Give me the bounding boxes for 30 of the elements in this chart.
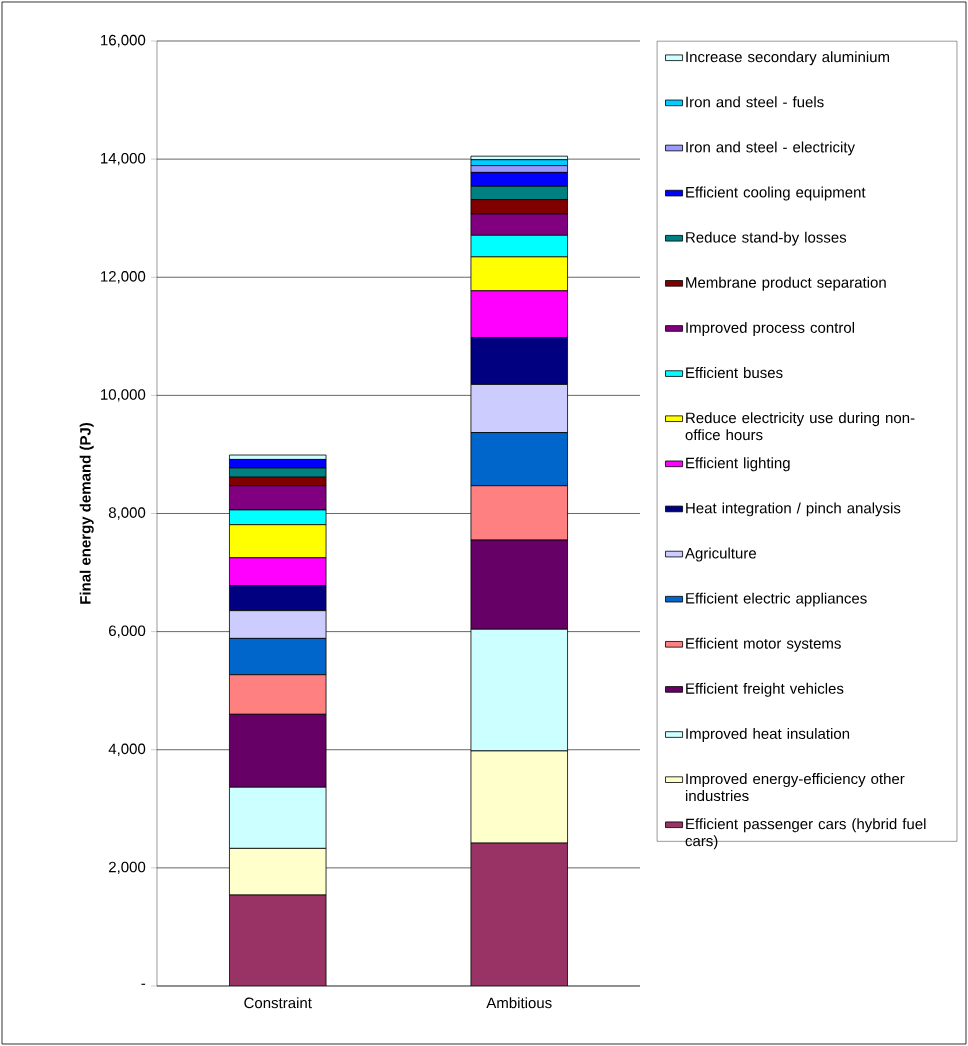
legend-label: Increase secondary aluminium [686, 51, 890, 66]
legend-label: Efficient passenger cars (hybrid fuel cars) [685, 818, 926, 850]
x-tick-label: Ambitious [486, 997, 552, 1009]
legend-label: Efficient lighting [686, 457, 790, 472]
legend-label: Iron and steel - fuels [686, 96, 824, 108]
y-tick-label: 16,000 [101, 34, 146, 48]
legend-label: Efficient motor systems [686, 637, 841, 652]
legend-label: Efficient cooling equipment [686, 186, 866, 201]
legend-label: Efficient buses [686, 367, 783, 379]
y-tick-label: - [141, 983, 146, 985]
legend-label: Efficient electric appliances [686, 592, 867, 607]
y-axis-title: Final energy demand (PJ) [79, 422, 94, 604]
legend-label: Reduce stand-by losses [686, 231, 847, 246]
x-tick-label: Constraint [244, 997, 312, 1009]
legend-label: Improved process control [686, 321, 855, 336]
y-tick-label: 4,000 [108, 743, 146, 756]
y-tick-label: 2,000 [109, 861, 146, 875]
legend-label: Heat integration / pinch analysis [686, 502, 901, 517]
y-tick-label: 8,000 [108, 507, 146, 520]
legend-label: Improved energy-efficiency other industries [685, 773, 905, 802]
legend-label: Membrane product separation [686, 276, 886, 291]
legend-label: Improved heat insulation [686, 727, 850, 742]
legend-label: Iron and steel - electricity [686, 141, 855, 156]
legend-label: Reduce electricity use during non-office hours [685, 412, 915, 441]
legend-label: Efficient freight vehicles [686, 682, 844, 697]
y-tick-label: 10,000 [101, 389, 146, 402]
y-tick-label: 12,000 [101, 271, 146, 284]
legend-label: Agriculture [685, 547, 756, 562]
y-tick-label: 14,000 [101, 152, 146, 166]
y-tick-label: 6,000 [109, 625, 146, 638]
